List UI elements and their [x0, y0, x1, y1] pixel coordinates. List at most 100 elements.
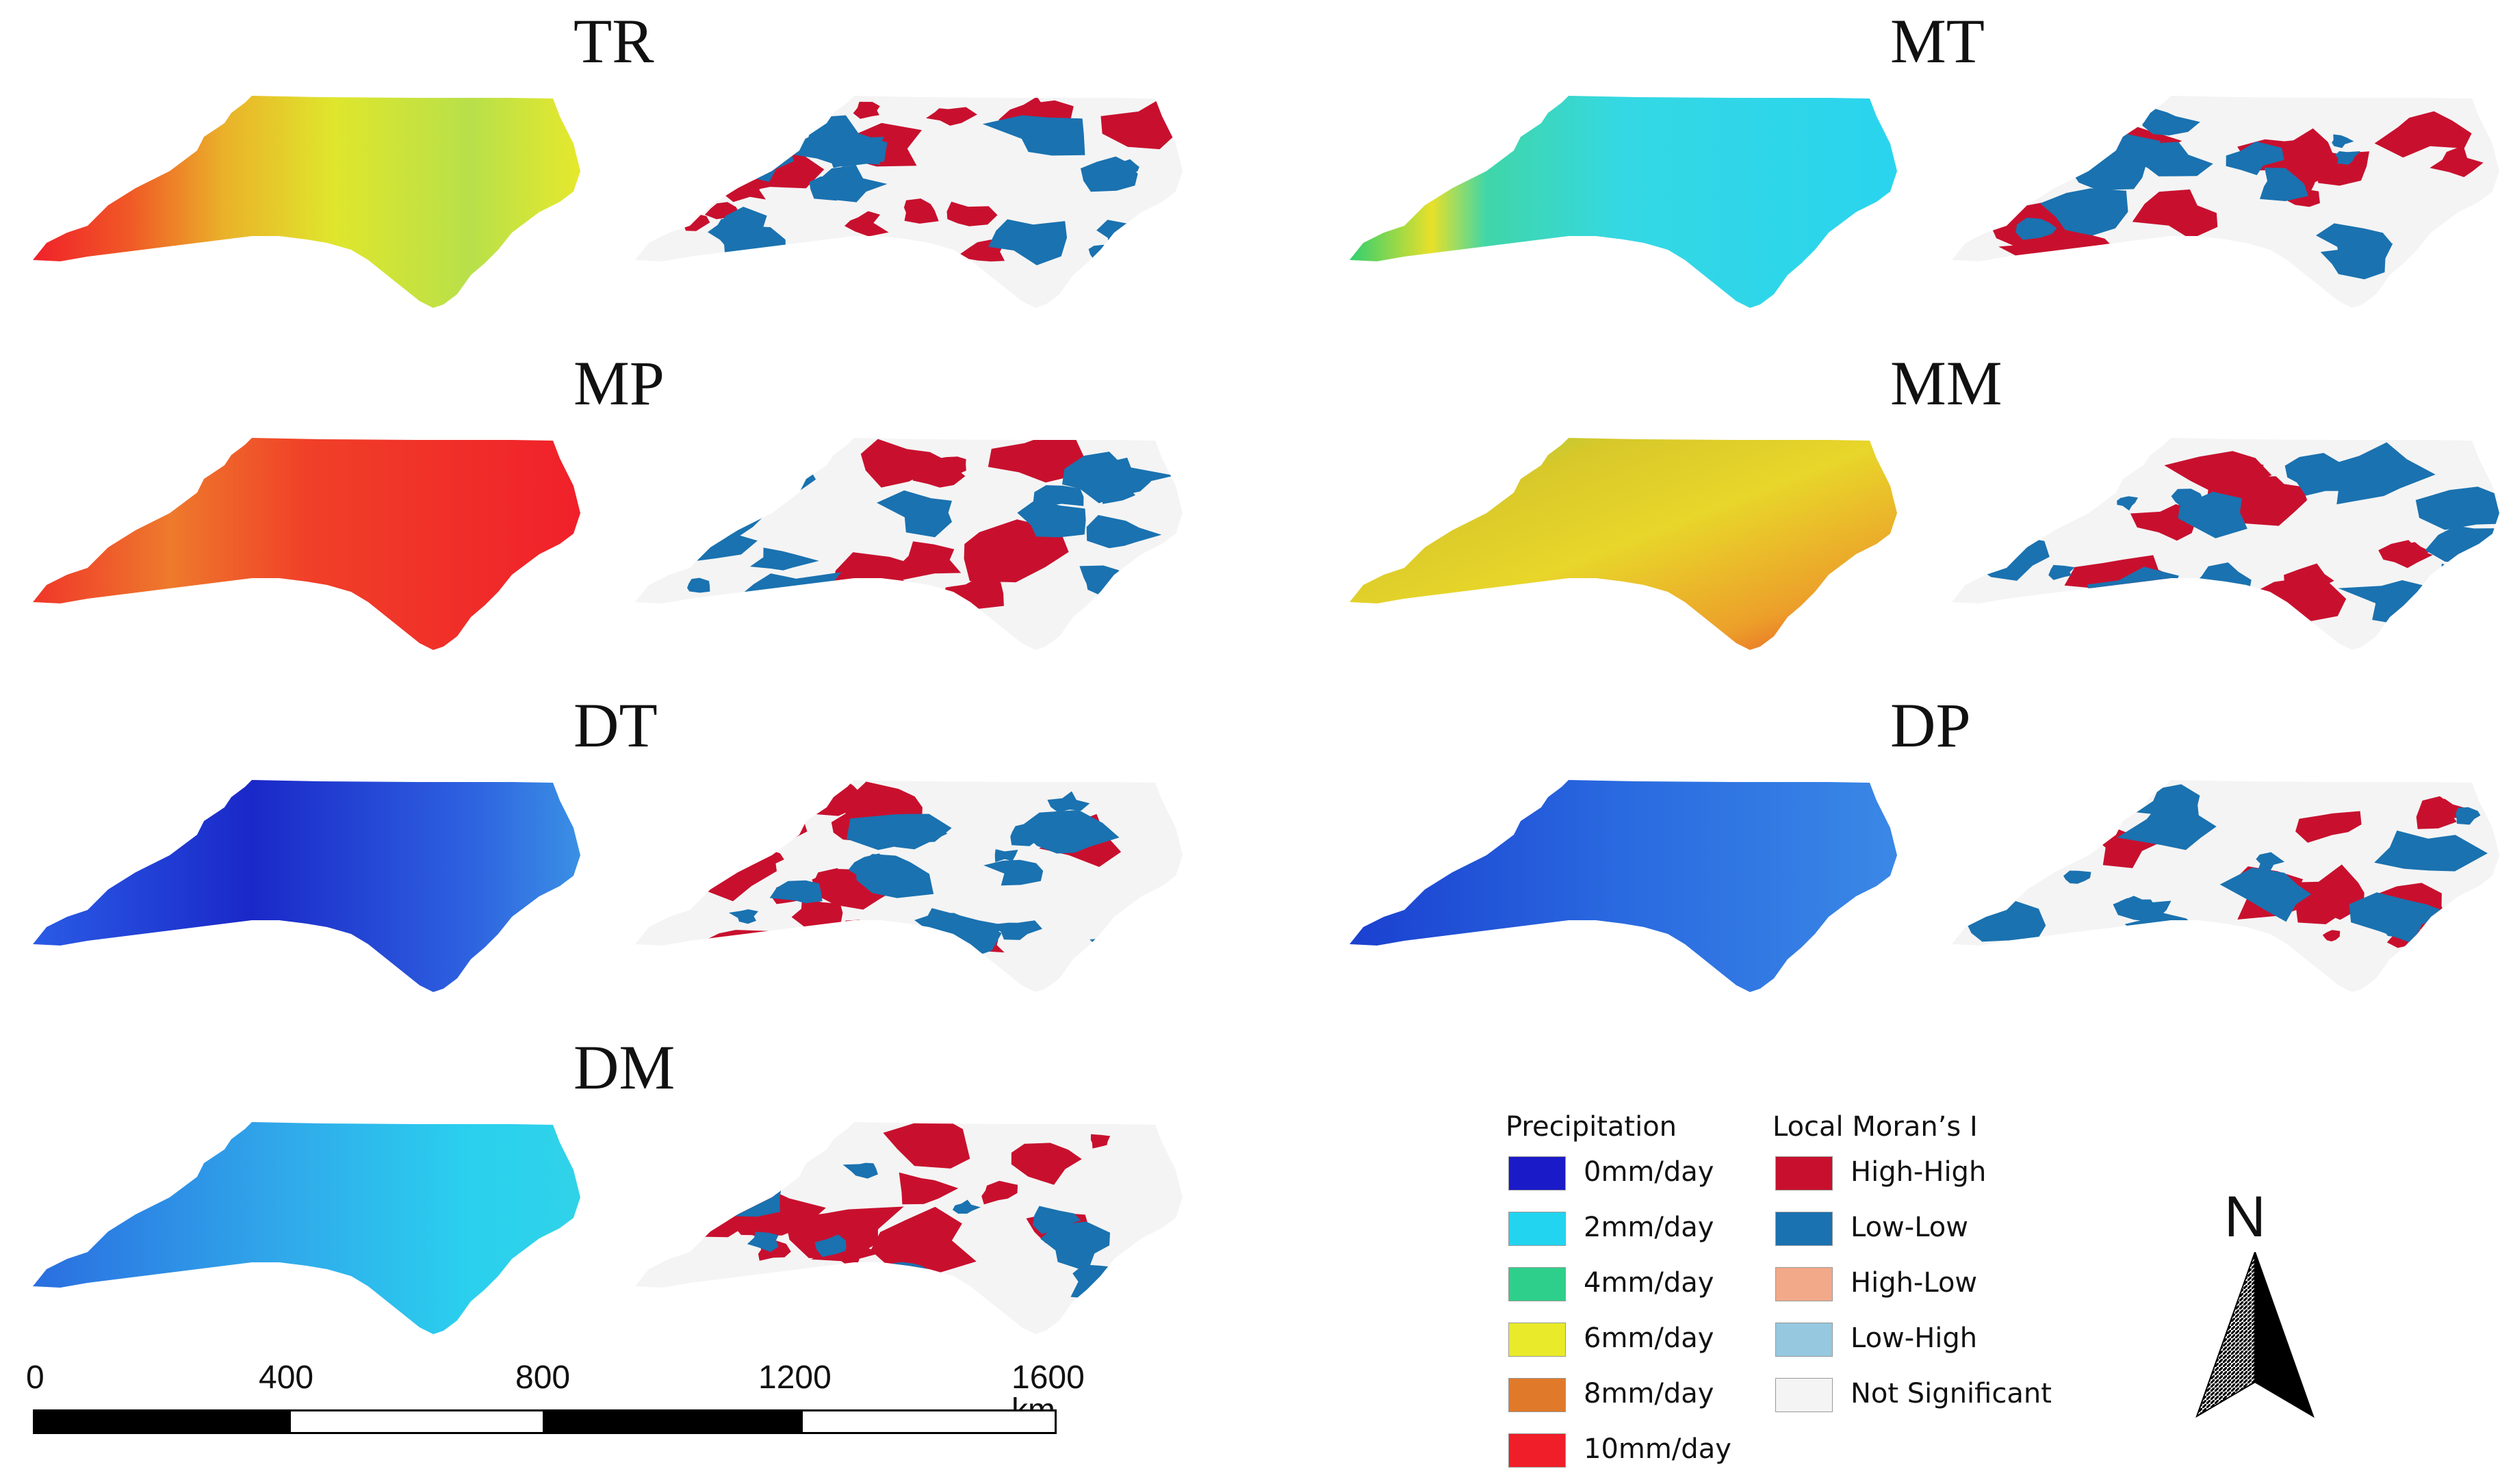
low-low-cluster: [2136, 784, 2200, 826]
panel-title-dp: DP: [1890, 690, 1971, 760]
panel-title-mm: MM: [1890, 348, 2002, 418]
north-label: N: [2224, 1184, 2266, 1249]
low-low-cluster: [952, 1199, 981, 1214]
precip-legend-swatch: [1508, 1212, 1566, 1246]
high-high-cluster: [784, 1206, 904, 1260]
high-high-cluster: [2310, 148, 2369, 186]
precip-legend-swatch: [1508, 1323, 1566, 1357]
high-high-cluster: [860, 439, 954, 488]
low-low-cluster: [2256, 852, 2285, 871]
north-arrow: N: [2190, 1184, 2327, 1418]
precipitation-map-tr: [33, 96, 580, 308]
high-high-cluster: [946, 201, 998, 226]
low-low-cluster: [877, 490, 952, 538]
high-high-cluster: [897, 541, 962, 580]
precip-legend-swatch: [1508, 1156, 1566, 1190]
high-high-cluster: [664, 492, 719, 521]
low-low-cluster: [878, 926, 948, 963]
low-low-cluster: [1088, 244, 1116, 259]
precip-legend-label: 8mm/day: [1584, 1378, 1714, 1409]
panel-title-tr: TR: [574, 6, 654, 76]
high-high-cluster: [1090, 1134, 1111, 1149]
precipitation-map-mt: [1350, 96, 1897, 308]
scale-tick-label: 400: [259, 1359, 314, 1396]
low-low-cluster: [1972, 122, 2020, 148]
low-low-cluster: [2039, 188, 2128, 236]
high-high-cluster: [912, 458, 966, 488]
low-low-cluster: [2385, 924, 2406, 937]
low-low-cluster: [814, 1234, 847, 1258]
lisa-map-mp: [635, 438, 1183, 650]
precip-legend-label: 4mm/day: [1584, 1267, 1714, 1299]
lisa-legend-swatch: [1775, 1212, 1833, 1246]
high-high-cluster: [727, 444, 814, 482]
low-low-cluster: [2015, 218, 2057, 240]
low-low-cluster: [1979, 468, 2028, 495]
low-low-cluster: [769, 880, 823, 904]
panel-title-mp: MP: [574, 348, 665, 418]
low-low-cluster: [2291, 466, 2352, 496]
low-low-cluster: [1033, 485, 1084, 506]
precip-legend-swatch: [1508, 1378, 1566, 1412]
lisa-map-dp: [1952, 780, 2499, 992]
precipitation-map-dp: [1350, 780, 1897, 992]
panel-title-dt: DT: [574, 690, 658, 760]
high-high-cluster: [2132, 189, 2218, 239]
low-low-cluster: [778, 115, 888, 167]
low-low-cluster: [821, 165, 888, 203]
low-low-cluster: [1033, 1206, 1081, 1234]
low-low-cluster: [747, 1232, 779, 1252]
scale-segment: [801, 1409, 1057, 1434]
lisa-map-mm: [1952, 438, 2499, 650]
high-high-cluster: [853, 101, 880, 119]
low-low-cluster: [723, 114, 764, 143]
high-high-cluster: [2295, 811, 2362, 843]
low-low-cluster: [2335, 151, 2361, 165]
high-high-cluster: [693, 1170, 723, 1188]
low-low-cluster: [992, 920, 1042, 940]
low-low-cluster: [2033, 447, 2070, 463]
high-high-cluster: [2164, 451, 2272, 502]
low-low-cluster: [2048, 564, 2075, 580]
high-high-cluster: [871, 1206, 977, 1275]
precip-legend-swatch: [1508, 1433, 1566, 1468]
lisa-legend-swatch: [1775, 1323, 1833, 1357]
low-low-cluster: [842, 1162, 878, 1179]
low-low-cluster: [2329, 442, 2436, 505]
low-low-cluster: [1108, 1277, 1129, 1292]
lisa-legend-label: Low-High: [1851, 1323, 1978, 1354]
high-high-cluster: [2100, 116, 2127, 129]
low-low-cluster: [2142, 106, 2200, 135]
high-high-cluster: [1983, 865, 2021, 887]
lisa-legend-label: High-Low: [1851, 1267, 1978, 1299]
lisa-map-mt: [1952, 96, 2499, 308]
scale-tick-label: 1200: [758, 1359, 832, 1396]
high-high-cluster: [926, 107, 977, 126]
low-low-cluster: [2260, 168, 2308, 201]
high-high-cluster: [2392, 542, 2431, 558]
low-low-cluster: [2440, 563, 2492, 612]
lisa-legend-swatch: [1775, 1267, 1833, 1301]
low-low-cluster: [2374, 830, 2488, 872]
high-high-cluster: [746, 442, 778, 460]
high-high-cluster: [883, 1122, 970, 1169]
lisa-map-dt: [635, 780, 1183, 992]
high-high-cluster: [666, 442, 730, 469]
low-low-cluster: [1995, 811, 2058, 842]
scale-tick-label: 800: [515, 1359, 571, 1396]
lisa-legend-swatch: [1775, 1156, 1833, 1190]
low-low-cluster: [2316, 223, 2392, 263]
high-high-cluster: [884, 595, 904, 606]
precip-legend-label: 6mm/day: [1584, 1323, 1714, 1354]
lisa-legend-title: Local Moran’s I: [1773, 1111, 1978, 1143]
low-low-cluster: [687, 577, 710, 593]
high-high-cluster: [645, 508, 718, 556]
low-low-cluster: [749, 547, 819, 571]
high-high-cluster: [1011, 1143, 1082, 1185]
lisa-legend-label: High-High: [1851, 1156, 1987, 1188]
low-low-cluster: [994, 849, 1018, 863]
precipitation-map-mm: [1350, 438, 1897, 650]
low-low-cluster: [1111, 159, 1139, 175]
lisa-legend-label: Not Significant: [1851, 1378, 2052, 1409]
